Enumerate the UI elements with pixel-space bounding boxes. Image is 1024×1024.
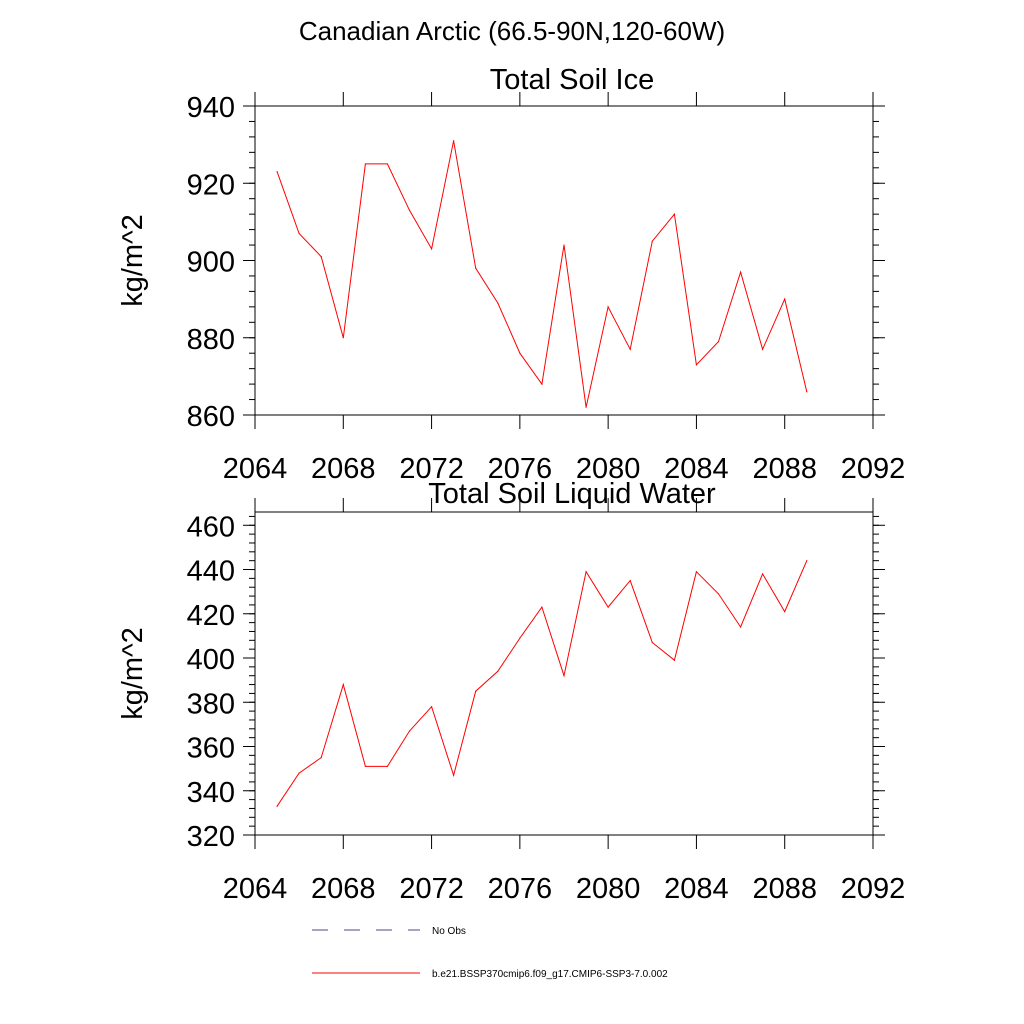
data-point [430,248,433,250]
data-point [717,341,720,343]
x-tick-label: 2072 [399,873,464,905]
x-tick-label: 2084 [664,873,729,905]
data-point [342,683,344,686]
data-point [386,765,389,768]
y-tick-label: 460 [187,511,235,543]
x-tick-label: 2068 [311,873,376,905]
data-point [541,383,543,385]
legend: No Obs b.e21.BSSP370cmip6.f09_g17.CMIP6-S… [312,926,668,980]
x-tick-label: 2092 [841,873,906,905]
data-point [320,256,322,258]
x-tick-label: 2064 [223,873,288,905]
series-line [276,140,808,408]
plot-frame [254,105,874,416]
x-tick-label: 2088 [752,453,817,485]
x-tick-label: 2084 [664,453,729,485]
data-point [607,306,609,308]
data-point [364,163,366,165]
data-point [453,774,455,776]
y-tick-label: 420 [187,600,235,632]
x-tick-label: 2092 [841,453,906,485]
data-point [475,690,477,692]
chart-title: Total Soil Ice [490,64,654,96]
x-tick-label: 2068 [311,453,376,485]
legend-label-no-obs: No Obs [432,926,466,937]
data-point [806,560,808,562]
x-tick-label: 2064 [223,453,288,485]
data-point [695,364,698,366]
y-tick-label: 320 [187,821,235,853]
page-title: Canadian Arctic (66.5-90N,120-60W) [298,16,726,46]
data-point [762,573,764,575]
chart-panel-2: Total Soil Liquid Water kg/m^2 320 340 360 38… [117,478,905,905]
data-point [739,626,742,628]
data-point [497,302,499,304]
y-tick-label: 340 [187,777,235,809]
series-line [276,560,808,807]
y-axis-label: kg/m^2 [117,627,149,720]
data-point [739,271,742,273]
data-point [364,765,366,768]
data-point [806,391,808,393]
data-point [651,641,653,644]
y-tick-label: 440 [187,556,235,588]
data-point [762,348,764,350]
data-point [453,140,455,142]
data-point [430,706,433,708]
data-point [541,606,543,608]
legend-label-model: b.e21.BSSP370cmip6.f09_g17.CMIP6-SSP3-7.… [432,969,668,980]
data-point [408,730,411,732]
data-point [629,348,631,350]
data-point [673,213,675,215]
y-tick-label: 860 [187,401,235,433]
data-point [585,406,587,408]
x-tick-label: 2080 [576,873,641,905]
data-point [695,571,698,573]
data-point [519,352,521,354]
x-tick-label: 2072 [399,453,464,485]
data-point [276,805,278,807]
data-point [607,606,609,608]
data-point [717,593,720,595]
data-point [298,772,300,774]
x-tick-label: 2080 [576,453,641,485]
data-point [651,240,653,242]
data-point [497,670,499,672]
x-tick-label: 2088 [752,873,817,905]
chart-panel-1: Total Soil Ice kg/m^2 860 880 900 920 940 2064 2… [117,64,905,485]
x-tick-label: 2076 [488,453,553,485]
data-point [408,209,411,211]
y-tick-label: 400 [187,644,235,676]
y-tick-label: 920 [187,169,235,201]
plot-frame [254,511,874,836]
data-point [563,244,565,246]
data-point [784,610,786,613]
y-tick-label: 360 [187,733,235,765]
y-tick-label: 940 [187,92,235,124]
data-point [629,579,631,582]
data-point [784,298,786,300]
data-point [673,659,675,661]
y-tick-label: 880 [187,324,235,356]
data-point [320,756,322,759]
chart-title: Total Soil Liquid Water [428,478,716,510]
data-point [519,637,521,639]
data-point [563,675,565,677]
data-point [386,163,389,165]
data-point [276,171,278,173]
x-tick-label: 2076 [488,873,553,905]
y-tick-label: 900 [187,247,235,279]
y-tick-label: 380 [187,688,235,720]
data-point [475,267,477,269]
data-point [298,232,300,235]
y-axis-label: kg/m^2 [117,214,149,307]
data-point [585,571,587,573]
data-point [342,337,344,339]
